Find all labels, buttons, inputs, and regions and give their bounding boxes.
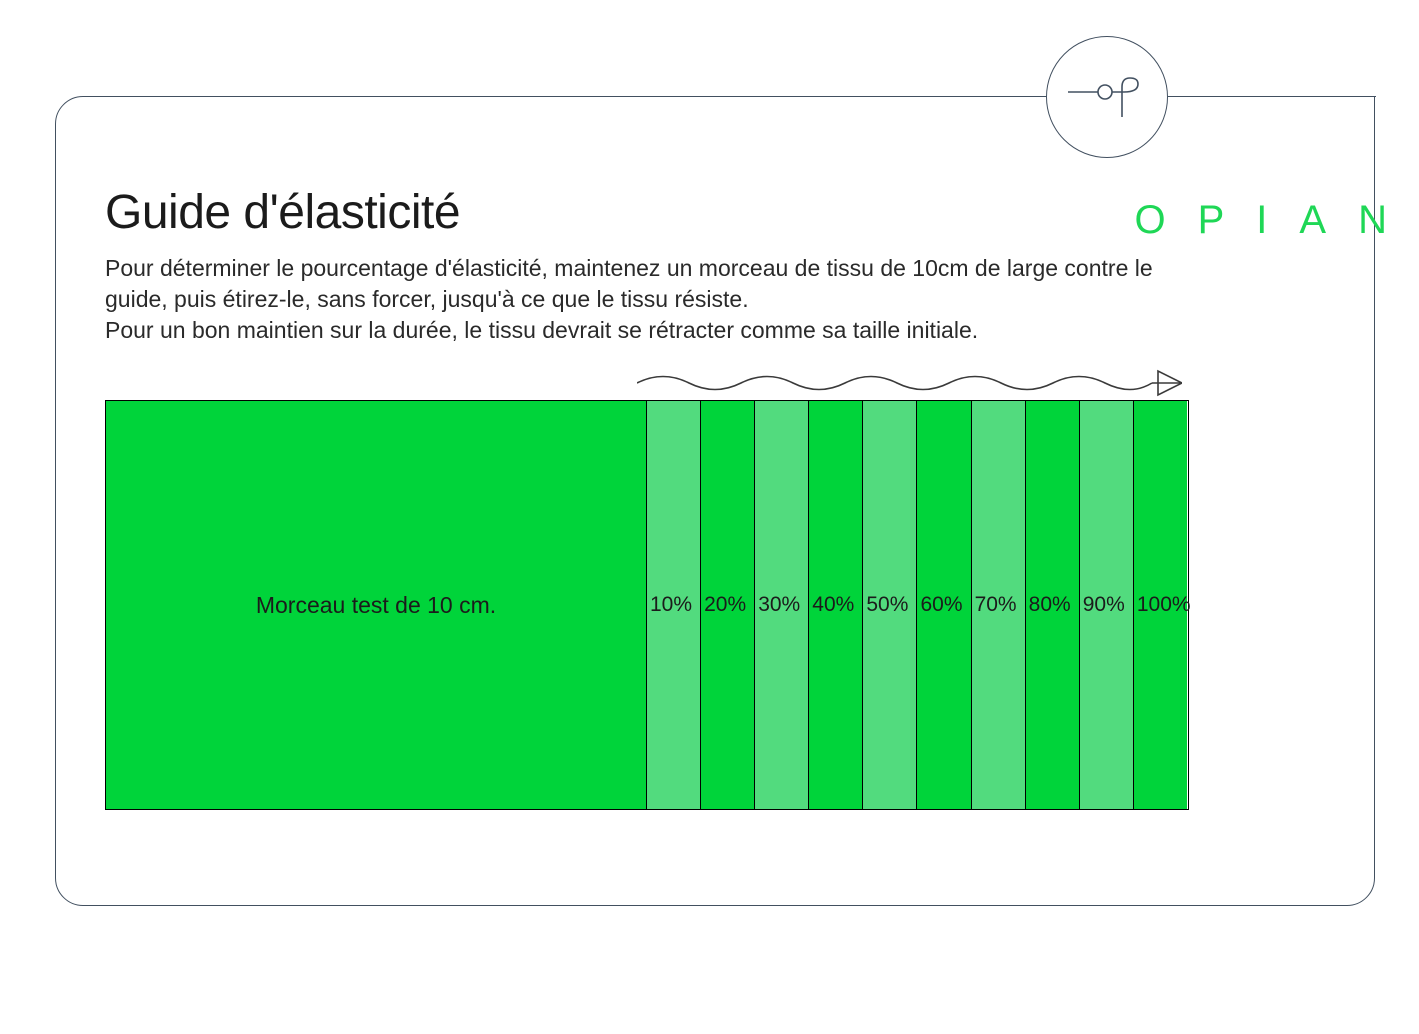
ruler-segment: 50% (862, 401, 916, 809)
ruler-segment-label: 30% (758, 593, 800, 617)
page-title: Guide d'élasticité (105, 185, 460, 240)
elasticity-ruler: Morceau test de 10 cm. 10% 20% 30% 40% 50% 60… (105, 400, 1189, 810)
ruler-segment-label: 90% (1083, 593, 1125, 617)
ruler-segment-label: 60% (920, 593, 962, 617)
test-piece-area: Morceau test de 10 cm. (106, 401, 646, 809)
ruler-segment-label: 100% (1137, 593, 1191, 617)
brand-logo-circle (1046, 36, 1168, 158)
frame-notch-left (1007, 96, 1047, 97)
ruler-segment: 30% (754, 401, 808, 809)
brand-mark-icon (1068, 75, 1146, 119)
ruler-segment-label: 80% (1029, 593, 1071, 617)
ruler-segment: 40% (808, 401, 862, 809)
frame-notch-right (1168, 96, 1376, 97)
brand-wordmark: OPIAN (1135, 198, 1419, 243)
ruler-segment: 100% (1133, 401, 1187, 809)
stretch-arrow-icon (637, 368, 1182, 398)
test-piece-label: Morceau test de 10 cm. (256, 592, 496, 619)
ruler-segment-label: 70% (975, 593, 1017, 617)
ruler-segment: 90% (1079, 401, 1133, 809)
ruler-segment-label: 40% (812, 593, 854, 617)
description-line-2: Pour un bon maintien sur la durée, le ti… (105, 317, 978, 343)
ruler-segment-label: 10% (650, 593, 692, 617)
description: Pour déterminer le pourcentage d'élastic… (105, 253, 1195, 346)
ruler-segment: 70% (971, 401, 1025, 809)
ruler-segment-label: 20% (704, 593, 746, 617)
description-line-1: Pour déterminer le pourcentage d'élastic… (105, 255, 1153, 312)
ruler-segment-label: 50% (866, 593, 908, 617)
brand-logo (1046, 36, 1168, 158)
ruler-segment: 80% (1025, 401, 1079, 809)
ruler-segment: 10% (646, 401, 700, 809)
ruler-segment: 60% (916, 401, 970, 809)
ruler-segment: 20% (700, 401, 754, 809)
